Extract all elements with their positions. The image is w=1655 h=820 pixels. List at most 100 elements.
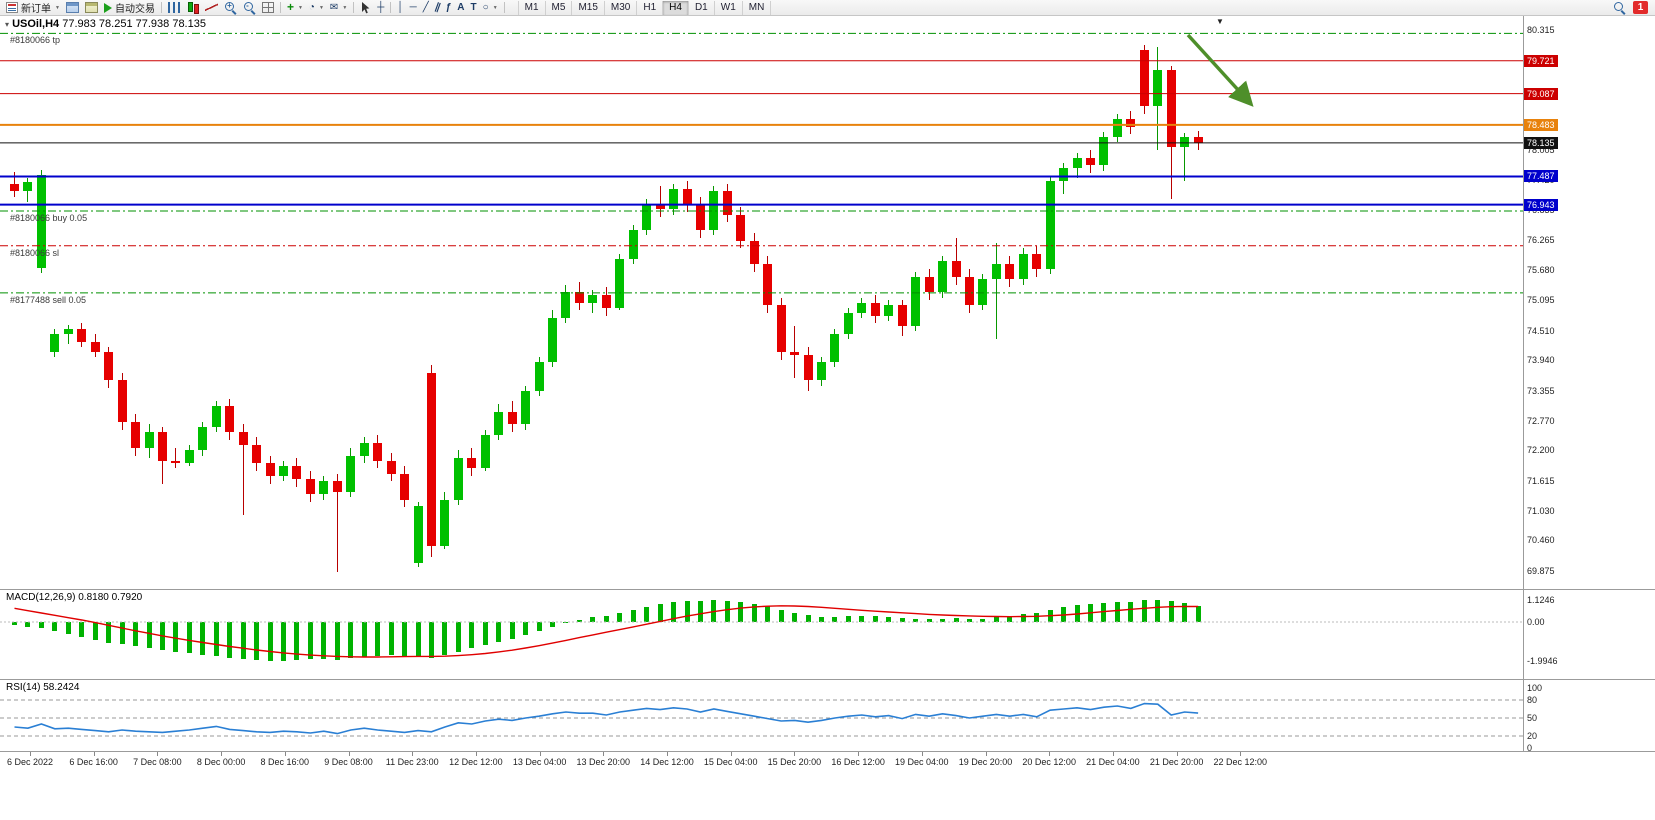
one-click-trading-toggle[interactable]: ▾	[5, 20, 10, 29]
candle-up	[413, 506, 423, 564]
price-axis-label: 75.095	[1527, 295, 1555, 306]
macd-bar	[872, 616, 878, 622]
time-axis-label: 9 Dec 08:00	[324, 757, 373, 767]
order-line-label: #8177488 sell 0.05	[10, 294, 87, 305]
candle-up	[521, 390, 531, 425]
timeframe-button-m5[interactable]: M5	[546, 0, 573, 15]
text-tool[interactable]: A	[454, 0, 467, 15]
panel-separator[interactable]	[0, 589, 1655, 590]
candle-up	[184, 450, 194, 464]
candle-up	[440, 499, 450, 547]
vertical-line-tool[interactable]: │	[394, 0, 406, 15]
price-axis-label: 71.615	[1527, 475, 1555, 486]
fibonacci-tool[interactable]: ƒ	[443, 0, 455, 15]
new-order-button[interactable]: 新订单 ▼	[3, 0, 63, 15]
macd-bar	[146, 622, 152, 649]
timeframe-button-h4[interactable]: H4	[663, 0, 689, 15]
macd-bar	[926, 619, 932, 622]
candle-up	[279, 465, 288, 477]
timeframe-button-m30[interactable]: M30	[605, 0, 638, 15]
channel-icon: ∥	[433, 1, 442, 14]
macd-bar	[1101, 603, 1107, 622]
periods-button[interactable]: ◔ ▼	[306, 0, 327, 15]
timeframe-button-w1[interactable]: W1	[715, 0, 743, 15]
macd-bar	[1195, 605, 1201, 622]
channel-tool[interactable]: ∥	[432, 0, 443, 15]
macd-bar	[1061, 607, 1067, 622]
candle-down	[736, 214, 746, 241]
chart-shift-marker[interactable]: ▼	[1216, 17, 1224, 26]
candle-up	[1072, 157, 1082, 169]
price-badge: 79.721	[1524, 54, 1558, 67]
cursor-icon	[362, 1, 370, 13]
macd-bar	[859, 615, 865, 622]
bar-chart-button[interactable]	[165, 0, 183, 15]
macd-bar	[1182, 603, 1188, 622]
time-axis-tick	[730, 752, 732, 756]
candle-down	[90, 341, 100, 352]
trendline-tool[interactable]: ╱	[420, 0, 432, 15]
macd-bar	[953, 618, 959, 622]
time-axis-tick	[30, 752, 31, 756]
line-chart-icon	[204, 2, 218, 13]
candle-down	[104, 351, 114, 381]
rsi-line	[14, 702, 1199, 735]
trend-arrow[interactable]	[1186, 33, 1254, 107]
new-chart-button[interactable]	[63, 0, 82, 15]
timeframe-button-m15[interactable]: M15	[572, 0, 605, 15]
candle-down	[157, 432, 167, 461]
macd-bar	[792, 612, 798, 622]
macd-bar	[106, 622, 112, 643]
macd-bar	[469, 622, 475, 649]
timeframe-button-d1[interactable]: D1	[689, 0, 715, 15]
candlestick-icon	[186, 1, 199, 14]
price-axis-label: 80.315	[1527, 25, 1555, 35]
horizontal-line-tool[interactable]: ─	[407, 0, 420, 15]
candle-up	[1180, 137, 1190, 148]
candle-up	[1018, 253, 1028, 280]
candle-down	[77, 328, 87, 342]
profiles-button[interactable]	[82, 0, 101, 15]
macd-bar	[886, 616, 892, 622]
candle-up	[709, 191, 719, 231]
candle-down	[601, 294, 611, 308]
panel-separator[interactable]	[0, 679, 1655, 680]
candle-down	[951, 261, 961, 277]
candlestick-chart-button[interactable]	[183, 0, 202, 15]
toolbar-separator	[160, 2, 162, 13]
time-axis-label: 20 Dec 12:00	[1022, 757, 1076, 767]
crosshair-button[interactable]: ┼	[374, 0, 387, 15]
ohlc-values: 77.983 78.251 77.938 78.135	[62, 18, 206, 30]
shapes-tool[interactable]: ○ ▼	[480, 0, 501, 15]
zoom-in-button[interactable]: +	[221, 0, 240, 15]
shapes-icon: ○	[482, 2, 489, 13]
candle-up	[211, 406, 221, 428]
time-axis-tick	[157, 752, 159, 756]
timeframe-button-m1[interactable]: M1	[519, 0, 546, 15]
trend-arrow-annotation[interactable]	[1140, 15, 1280, 120]
time-axis-tick	[539, 752, 541, 756]
label-tool[interactable]: T	[468, 0, 480, 15]
search-button[interactable]	[1610, 0, 1629, 15]
macd-bar	[536, 622, 542, 631]
price-axis-label: 73.355	[1527, 385, 1555, 396]
line-chart-button[interactable]	[202, 0, 221, 15]
timeframe-button-h1[interactable]: H1	[637, 0, 664, 15]
tile-windows-button[interactable]	[259, 0, 277, 15]
candle-down	[332, 481, 342, 492]
price-axis-label: 73.940	[1527, 355, 1555, 366]
macd-bar	[186, 622, 192, 654]
indicators-button[interactable]: + ▼	[284, 0, 306, 15]
macd-bar	[1034, 613, 1040, 622]
zoom-out-button[interactable]: -	[240, 0, 259, 15]
templates-button[interactable]: ✉ ▼	[327, 0, 350, 15]
time-axis-label: 19 Dec 04:00	[895, 757, 949, 767]
macd-bar	[671, 602, 677, 622]
autotrading-button[interactable]: 自动交易	[101, 0, 158, 15]
timeframe-button-mn[interactable]: MN	[743, 0, 772, 15]
cursor-button[interactable]	[357, 0, 374, 15]
macd-bar	[617, 613, 623, 622]
notification-badge[interactable]: 1	[1633, 1, 1648, 14]
macd-bar	[119, 622, 125, 645]
